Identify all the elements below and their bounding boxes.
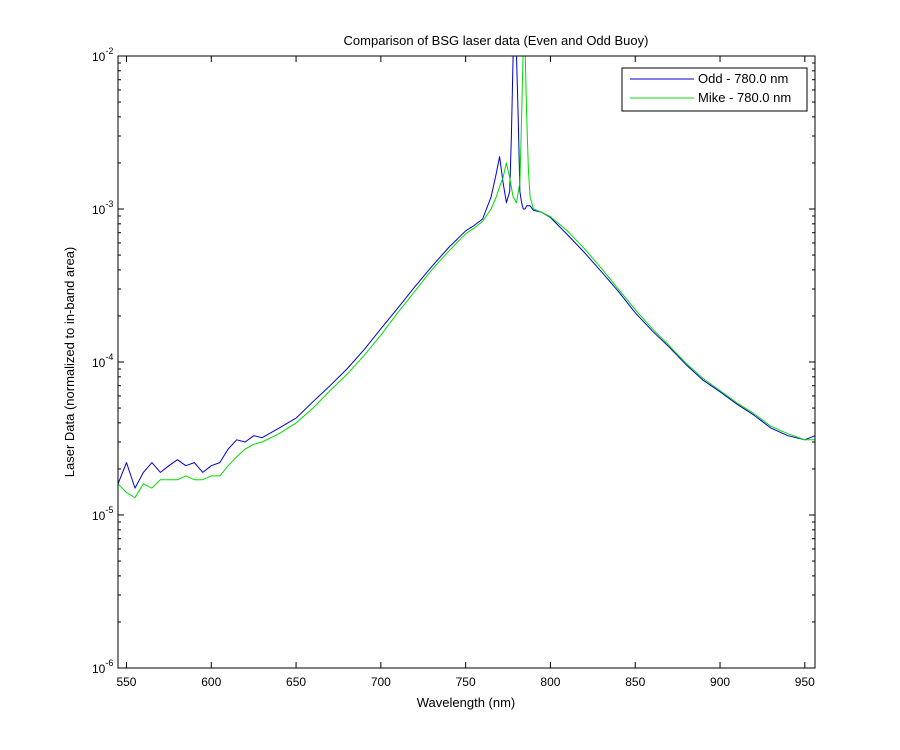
legend-label-mike: Mike - 780.0 nm [698,90,791,105]
axes-background [118,56,815,668]
legend-label-odd: Odd - 780.0 nm [698,71,788,86]
x-tick-label: 550 [116,675,136,689]
x-tick-label: 900 [710,675,730,689]
x-tick-label: 800 [540,675,560,689]
x-tick-label: 650 [286,675,306,689]
x-axis-label: Wavelength (nm) [417,695,516,710]
legend: Odd - 780.0 nm Mike - 780.0 nm [621,67,808,112]
series-line-1 [118,56,815,499]
y-tick-label: 10-6 [92,658,113,676]
series-line-0 [118,56,815,489]
legend-box [621,67,808,112]
y-tick-label: 10-5 [92,505,113,523]
y-axis-label: Laser Data (normalized to in-band area) [62,247,77,478]
x-tick-label: 950 [795,675,815,689]
x-tick-label: 600 [201,675,221,689]
x-tick-label: 700 [371,675,391,689]
chart-title: Comparison of BSG laser data (Even and O… [344,33,649,48]
x-tick-label: 850 [625,675,645,689]
plot-area: 550 600 650 700 750 800 850 900 950 10-6 10-5 10-4 1… [92,46,816,689]
y-tick-label: 10-2 [92,46,113,64]
y-tick-label: 10-4 [92,352,113,370]
x-tick-label: 750 [456,675,476,689]
axes-frame [117,55,816,669]
tick-layer: 550 600 650 700 750 800 850 900 950 10-6 10-5 10-4 1… [92,46,815,689]
y-tick-label: 10-3 [92,199,113,217]
series-layer [118,56,815,499]
